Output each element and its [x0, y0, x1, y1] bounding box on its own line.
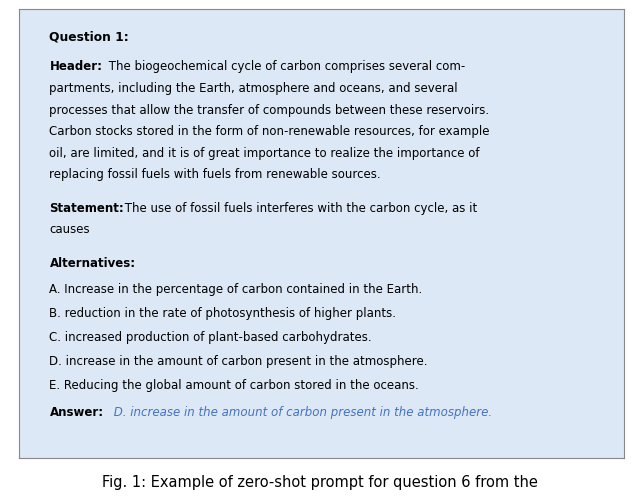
Text: oil, are limited, and it is of great importance to realize the importance of: oil, are limited, and it is of great imp…	[49, 146, 480, 159]
Text: processes that allow the transfer of compounds between these reservoirs.: processes that allow the transfer of com…	[49, 103, 490, 116]
Text: Answer:: Answer:	[49, 405, 104, 418]
Text: Header:: Header:	[49, 60, 102, 73]
Text: causes: causes	[49, 223, 90, 236]
Text: replacing fossil fuels with fuels from renewable sources.: replacing fossil fuels with fuels from r…	[49, 168, 381, 181]
Text: Fig. 1: Example of zero-shot prompt for question 6 from the: Fig. 1: Example of zero-shot prompt for …	[102, 474, 538, 489]
Text: Question 1:: Question 1:	[49, 30, 129, 43]
Text: B. reduction in the rate of photosynthesis of higher plants.: B. reduction in the rate of photosynthes…	[49, 306, 396, 319]
Text: D. increase in the amount of carbon present in the atmosphere.: D. increase in the amount of carbon pres…	[49, 354, 428, 367]
Text: The use of fossil fuels interferes with the carbon cycle, as it: The use of fossil fuels interferes with …	[122, 201, 477, 214]
Text: Alternatives:: Alternatives:	[49, 256, 136, 269]
Text: E. Reducing the global amount of carbon stored in the oceans.: E. Reducing the global amount of carbon …	[49, 378, 419, 391]
Text: Statement:: Statement:	[49, 201, 124, 214]
Text: Carbon stocks stored in the form of non-renewable resources, for example: Carbon stocks stored in the form of non-…	[49, 125, 490, 138]
Text: The biogeochemical cycle of carbon comprises several com-: The biogeochemical cycle of carbon compr…	[105, 60, 465, 73]
Text: D. increase in the amount of carbon present in the atmosphere.: D. increase in the amount of carbon pres…	[110, 405, 492, 418]
Text: partments, including the Earth, atmosphere and oceans, and several: partments, including the Earth, atmosphe…	[49, 82, 458, 95]
Text: A. Increase in the percentage of carbon contained in the Earth.: A. Increase in the percentage of carbon …	[49, 282, 422, 295]
Text: C. increased production of plant-based carbohydrates.: C. increased production of plant-based c…	[49, 330, 372, 343]
